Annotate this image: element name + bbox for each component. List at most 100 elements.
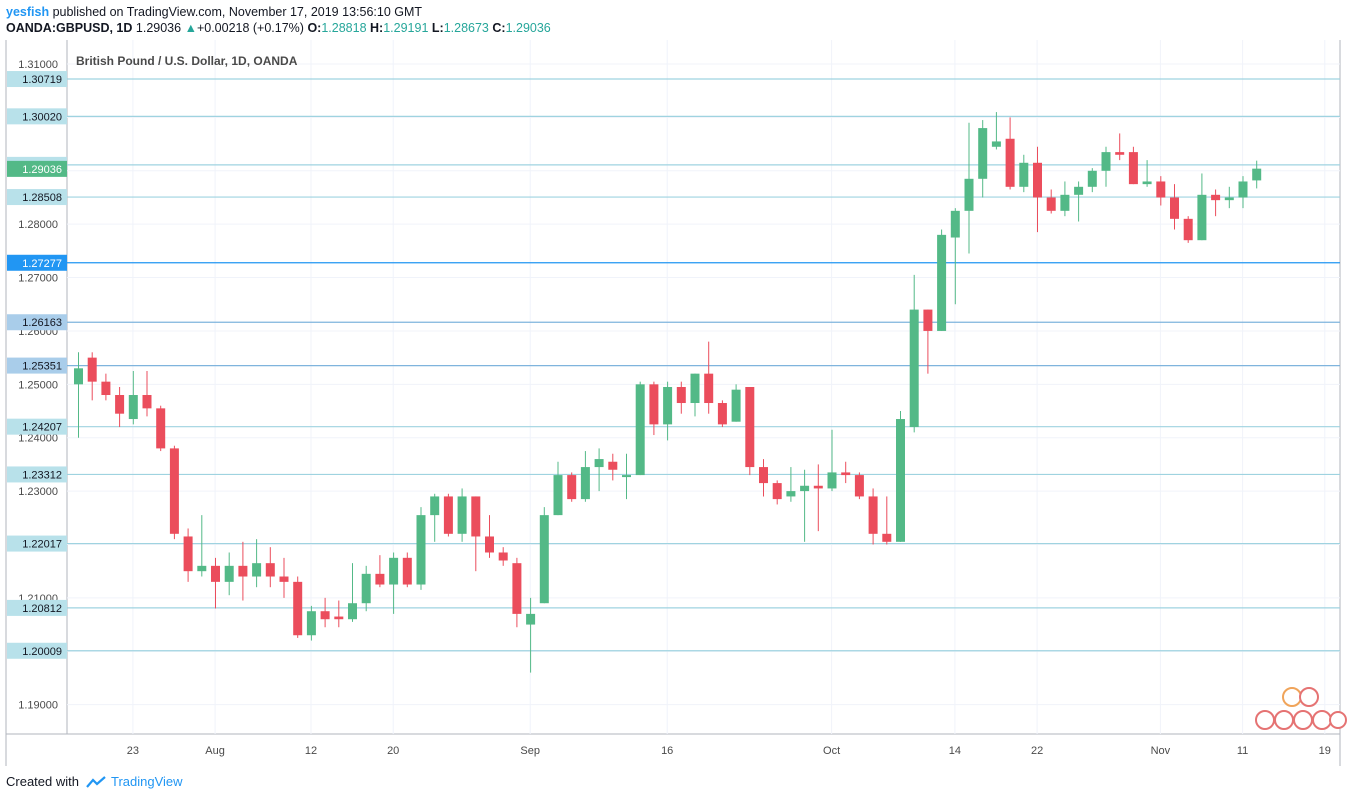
candle-body	[896, 419, 905, 542]
candle-body	[1115, 152, 1125, 155]
candle-body	[1005, 138, 1015, 187]
tradingview-link[interactable]: TradingView	[110, 774, 183, 789]
high-value: 1.29191	[383, 21, 429, 35]
candle-body	[279, 576, 289, 582]
candle-body	[416, 515, 426, 585]
level-price-label: 1.30020	[22, 111, 62, 123]
chart-title: British Pound / U.S. Dollar, 1D, OANDA	[76, 54, 298, 68]
candle-body	[1101, 152, 1111, 171]
candle-body	[649, 384, 659, 425]
candle-body	[1156, 181, 1166, 198]
candle-body	[1087, 170, 1097, 187]
high-label: H:	[370, 21, 384, 35]
symbol-line: OANDA:GBPUSD, 1D 1.29036 ▲+0.00218 (+0.1…	[6, 21, 551, 35]
candle-body	[224, 565, 234, 582]
last-price: 1.29036	[135, 21, 182, 35]
candle-body	[553, 475, 563, 516]
time-axis[interactable]: 23 Aug 12 20 Sep 16 Oct 14 22 Nov 11 19	[127, 745, 1331, 757]
open-value: 1.28818	[321, 21, 367, 35]
publish-line: yesfish published on TradingView.com, No…	[6, 5, 422, 19]
close-label: C:	[492, 21, 506, 35]
candle-body	[142, 395, 152, 409]
uk-flag-icon[interactable]	[1282, 687, 1302, 707]
level-price-tag	[7, 314, 67, 331]
candle-body	[608, 461, 618, 470]
candlestick-series	[74, 112, 1262, 673]
candle-body	[1170, 197, 1179, 219]
chart-background	[6, 40, 1341, 766]
candle-body	[786, 491, 796, 497]
level-price-tag	[7, 254, 67, 271]
candle-body	[841, 472, 851, 476]
low-value: 1.28673	[443, 21, 489, 35]
tradingview-logo-icon[interactable]	[85, 775, 107, 789]
price-tick-label: 1.28000	[18, 219, 58, 231]
us-flag-icon[interactable]	[1255, 710, 1275, 730]
candle-body	[197, 565, 207, 572]
level-price-label: 1.26163	[22, 317, 62, 329]
candle-body	[854, 475, 864, 497]
candle-body	[772, 483, 782, 500]
level-price-tag	[7, 108, 67, 125]
time-tick-label: 23	[127, 745, 139, 757]
candle-body	[580, 467, 590, 500]
candle-body	[252, 563, 262, 577]
price-tick-label: 1.23000	[18, 486, 58, 498]
time-tick-label: 19	[1319, 745, 1331, 757]
time-tick-label: 12	[305, 745, 317, 757]
time-tick-label: Oct	[823, 745, 840, 757]
us-flag-icon[interactable]	[1312, 710, 1332, 730]
candle-body	[923, 309, 933, 331]
created-with-text: Created with	[6, 774, 79, 789]
level-price-tag	[7, 599, 67, 616]
level-price-label: 1.20009	[22, 646, 62, 658]
horizontal-levels	[67, 78, 1340, 652]
candle-body	[443, 496, 453, 534]
symbol-name: OANDA:GBPUSD, 1D	[6, 21, 133, 35]
us-flag-icon[interactable]	[1293, 710, 1313, 730]
current-price-tag	[7, 160, 67, 177]
candle-body	[485, 536, 494, 553]
candle-body	[690, 373, 700, 404]
candle-body	[320, 611, 330, 620]
candle-body	[717, 403, 727, 425]
us-flag-icon[interactable]	[1329, 711, 1347, 729]
candle-body	[800, 485, 810, 492]
price-chart[interactable]: 1.310001.300001.290001.280001.270001.260…	[0, 40, 1347, 766]
candle-body	[1197, 194, 1207, 241]
candle-body	[567, 475, 577, 500]
candle-body	[882, 533, 892, 542]
candle-body	[402, 557, 412, 585]
level-price-tag	[7, 418, 67, 435]
time-tick-label: 14	[949, 745, 961, 757]
level-price-label: 1.24207	[22, 422, 62, 434]
candle-body	[1142, 181, 1152, 185]
candle-body	[663, 387, 673, 425]
candle-body	[1211, 194, 1221, 201]
author-link[interactable]: yesfish	[6, 5, 50, 19]
candle-body	[361, 573, 371, 604]
candle-body	[101, 381, 111, 396]
low-label: L:	[431, 21, 444, 35]
candle-body	[635, 384, 645, 476]
candle-body	[978, 128, 988, 179]
candle-body	[183, 536, 193, 572]
level-price-tag	[7, 71, 67, 88]
level-price-tag	[7, 642, 67, 659]
candle-body	[457, 496, 467, 534]
candle-body	[1183, 218, 1193, 241]
time-tick-label: 20	[387, 745, 399, 757]
candle-body	[526, 613, 536, 625]
candle-body	[1074, 186, 1084, 195]
time-tick-label: 11	[1237, 745, 1248, 757]
time-tick-label: Sep	[520, 745, 540, 757]
level-price-label: 1.23312	[22, 469, 62, 481]
us-flag-icon[interactable]	[1274, 710, 1294, 730]
candle-body	[512, 563, 522, 614]
price-tick-label: 1.24000	[18, 433, 58, 445]
candle-body	[238, 565, 248, 577]
footer: Created with TradingView	[6, 774, 183, 789]
current-price-label: 1.29036	[22, 164, 62, 176]
uk-flag-icon[interactable]	[1299, 687, 1319, 707]
economic-event-markers[interactable]	[1255, 687, 1347, 730]
